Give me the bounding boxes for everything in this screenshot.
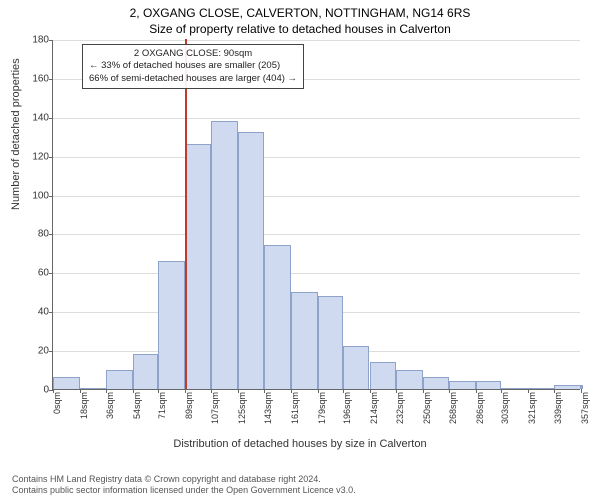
y-tick [49,40,53,41]
annotation-line: 2 OXGANG CLOSE: 90sqm [89,48,297,60]
histogram-bar [185,144,212,389]
x-tick-label: 268sqm [448,392,458,424]
x-tick-label: 161sqm [290,392,300,424]
y-tick-label: 100 [25,190,49,201]
histogram-bar [343,346,370,389]
footer-line1: Contains HM Land Registry data © Crown c… [12,474,356,485]
histogram-bar [238,132,265,389]
y-tick-label: 80 [25,229,49,240]
y-tick-label: 60 [25,268,49,279]
annotation-line: ← 33% of detached houses are smaller (20… [89,60,297,72]
x-axis-label: Distribution of detached houses by size … [0,438,600,450]
grid-line [53,118,580,119]
histogram-bar [291,292,318,389]
histogram-bar [449,381,476,389]
y-tick [49,312,53,313]
y-tick-label: 160 [25,73,49,84]
histogram-bar [501,388,528,389]
histogram-bar [370,362,397,389]
histogram-bar [158,261,185,389]
x-tick-label: 196sqm [342,392,352,424]
y-tick-label: 40 [25,307,49,318]
histogram-bar [318,296,343,389]
histogram-bar [80,388,107,389]
y-tick [49,273,53,274]
x-tick-label: 179sqm [317,392,327,424]
x-tick-label: 36sqm [105,392,115,419]
y-tick [49,196,53,197]
footer-line2: Contains public sector information licen… [12,485,356,496]
x-tick-label: 0sqm [52,392,62,414]
y-axis-label: Number of detached properties [10,58,22,210]
grid-line [53,273,580,274]
y-tick [49,79,53,80]
histogram-bar [106,370,133,389]
histogram-bar [396,370,423,389]
x-tick-label: 232sqm [395,392,405,424]
histogram-bar [423,377,450,389]
x-tick-label: 71sqm [157,392,167,419]
y-tick [49,157,53,158]
x-tick-label: 125sqm [237,392,247,424]
x-tick-label: 286sqm [475,392,485,424]
x-tick-label: 143sqm [263,392,273,424]
x-tick-label: 321sqm [527,392,537,424]
x-tick-label: 339sqm [553,392,563,424]
y-tick-label: 120 [25,151,49,162]
y-tick-label: 140 [25,112,49,123]
grid-line [53,196,580,197]
histogram-bar [476,381,501,389]
y-tick-label: 0 [25,385,49,396]
x-tick-label: 54sqm [132,392,142,419]
histogram-bar [133,354,158,389]
page-title-desc: Size of property relative to detached ho… [0,20,600,40]
y-tick [49,351,53,352]
x-tick-label: 214sqm [369,392,379,424]
y-tick-label: 180 [25,35,49,46]
x-tick-label: 357sqm [580,392,590,424]
x-tick-label: 303sqm [500,392,510,424]
histogram-bar [264,245,291,389]
grid-line [53,157,580,158]
annotation-box: 2 OXGANG CLOSE: 90sqm← 33% of detached h… [82,44,304,89]
page-title-address: 2, OXGANG CLOSE, CALVERTON, NOTTINGHAM, … [0,0,600,20]
y-tick-label: 20 [25,346,49,357]
histogram-bar [53,377,80,389]
footer-attribution: Contains HM Land Registry data © Crown c… [12,474,356,497]
grid-line [53,40,580,41]
histogram-bar [211,121,238,389]
marker-line [185,39,187,389]
y-tick [49,118,53,119]
x-tick-label: 250sqm [422,392,432,424]
annotation-line: 66% of semi-detached houses are larger (… [89,73,297,85]
histogram-bar [528,388,555,389]
y-tick [49,234,53,235]
x-tick-label: 18sqm [79,392,89,419]
histogram-chart: 0204060801001201401601800sqm18sqm36sqm54… [52,40,580,390]
grid-line [53,234,580,235]
x-tick-label: 89sqm [184,392,194,419]
histogram-bar [554,385,581,389]
x-tick-label: 107sqm [210,392,220,424]
